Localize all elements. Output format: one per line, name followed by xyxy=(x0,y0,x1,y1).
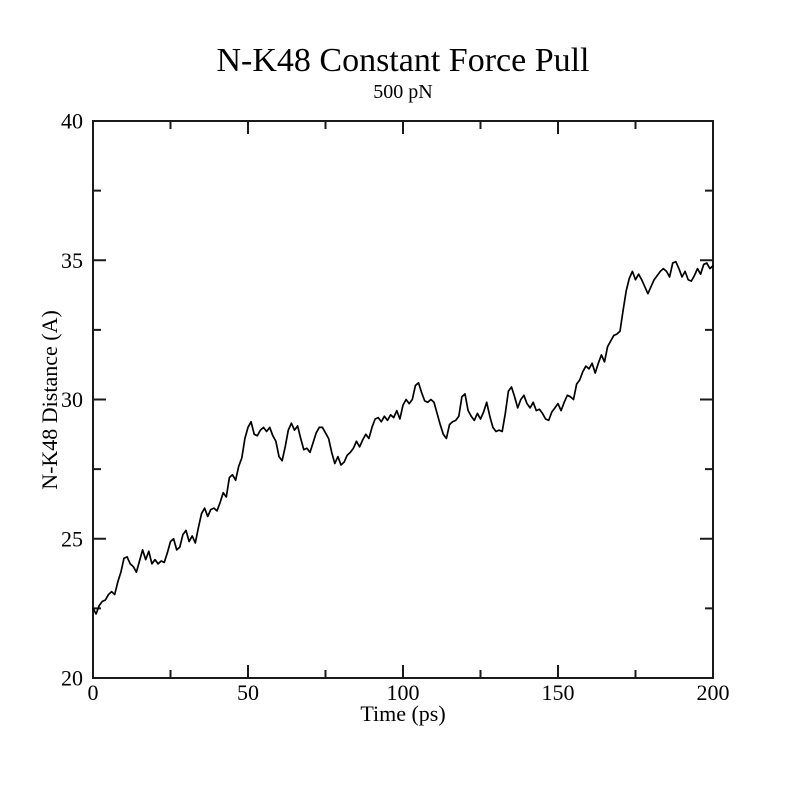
y-tick-label: 35 xyxy=(61,248,83,273)
y-tick-label: 20 xyxy=(61,666,83,691)
data-series-line xyxy=(92,260,714,615)
x-tick-label: 100 xyxy=(387,680,420,705)
chart-title: N-K48 Constant Force Pull xyxy=(216,42,590,79)
x-tick-label: 150 xyxy=(542,680,575,705)
x-tick-label: 200 xyxy=(697,680,730,705)
x-tick-label: 50 xyxy=(237,680,259,705)
y-tick-label: 40 xyxy=(61,109,83,134)
y-axis-label: N-K48 Distance (A) xyxy=(37,310,62,490)
y-tick-label: 25 xyxy=(61,526,83,551)
chart-subtitle: 500 pN xyxy=(373,81,433,103)
x-axis-label: Time (ps) xyxy=(360,701,446,726)
y-tick-label: 30 xyxy=(61,387,83,412)
axis-frame xyxy=(92,120,714,679)
x-tick-label: 0 xyxy=(88,680,99,705)
